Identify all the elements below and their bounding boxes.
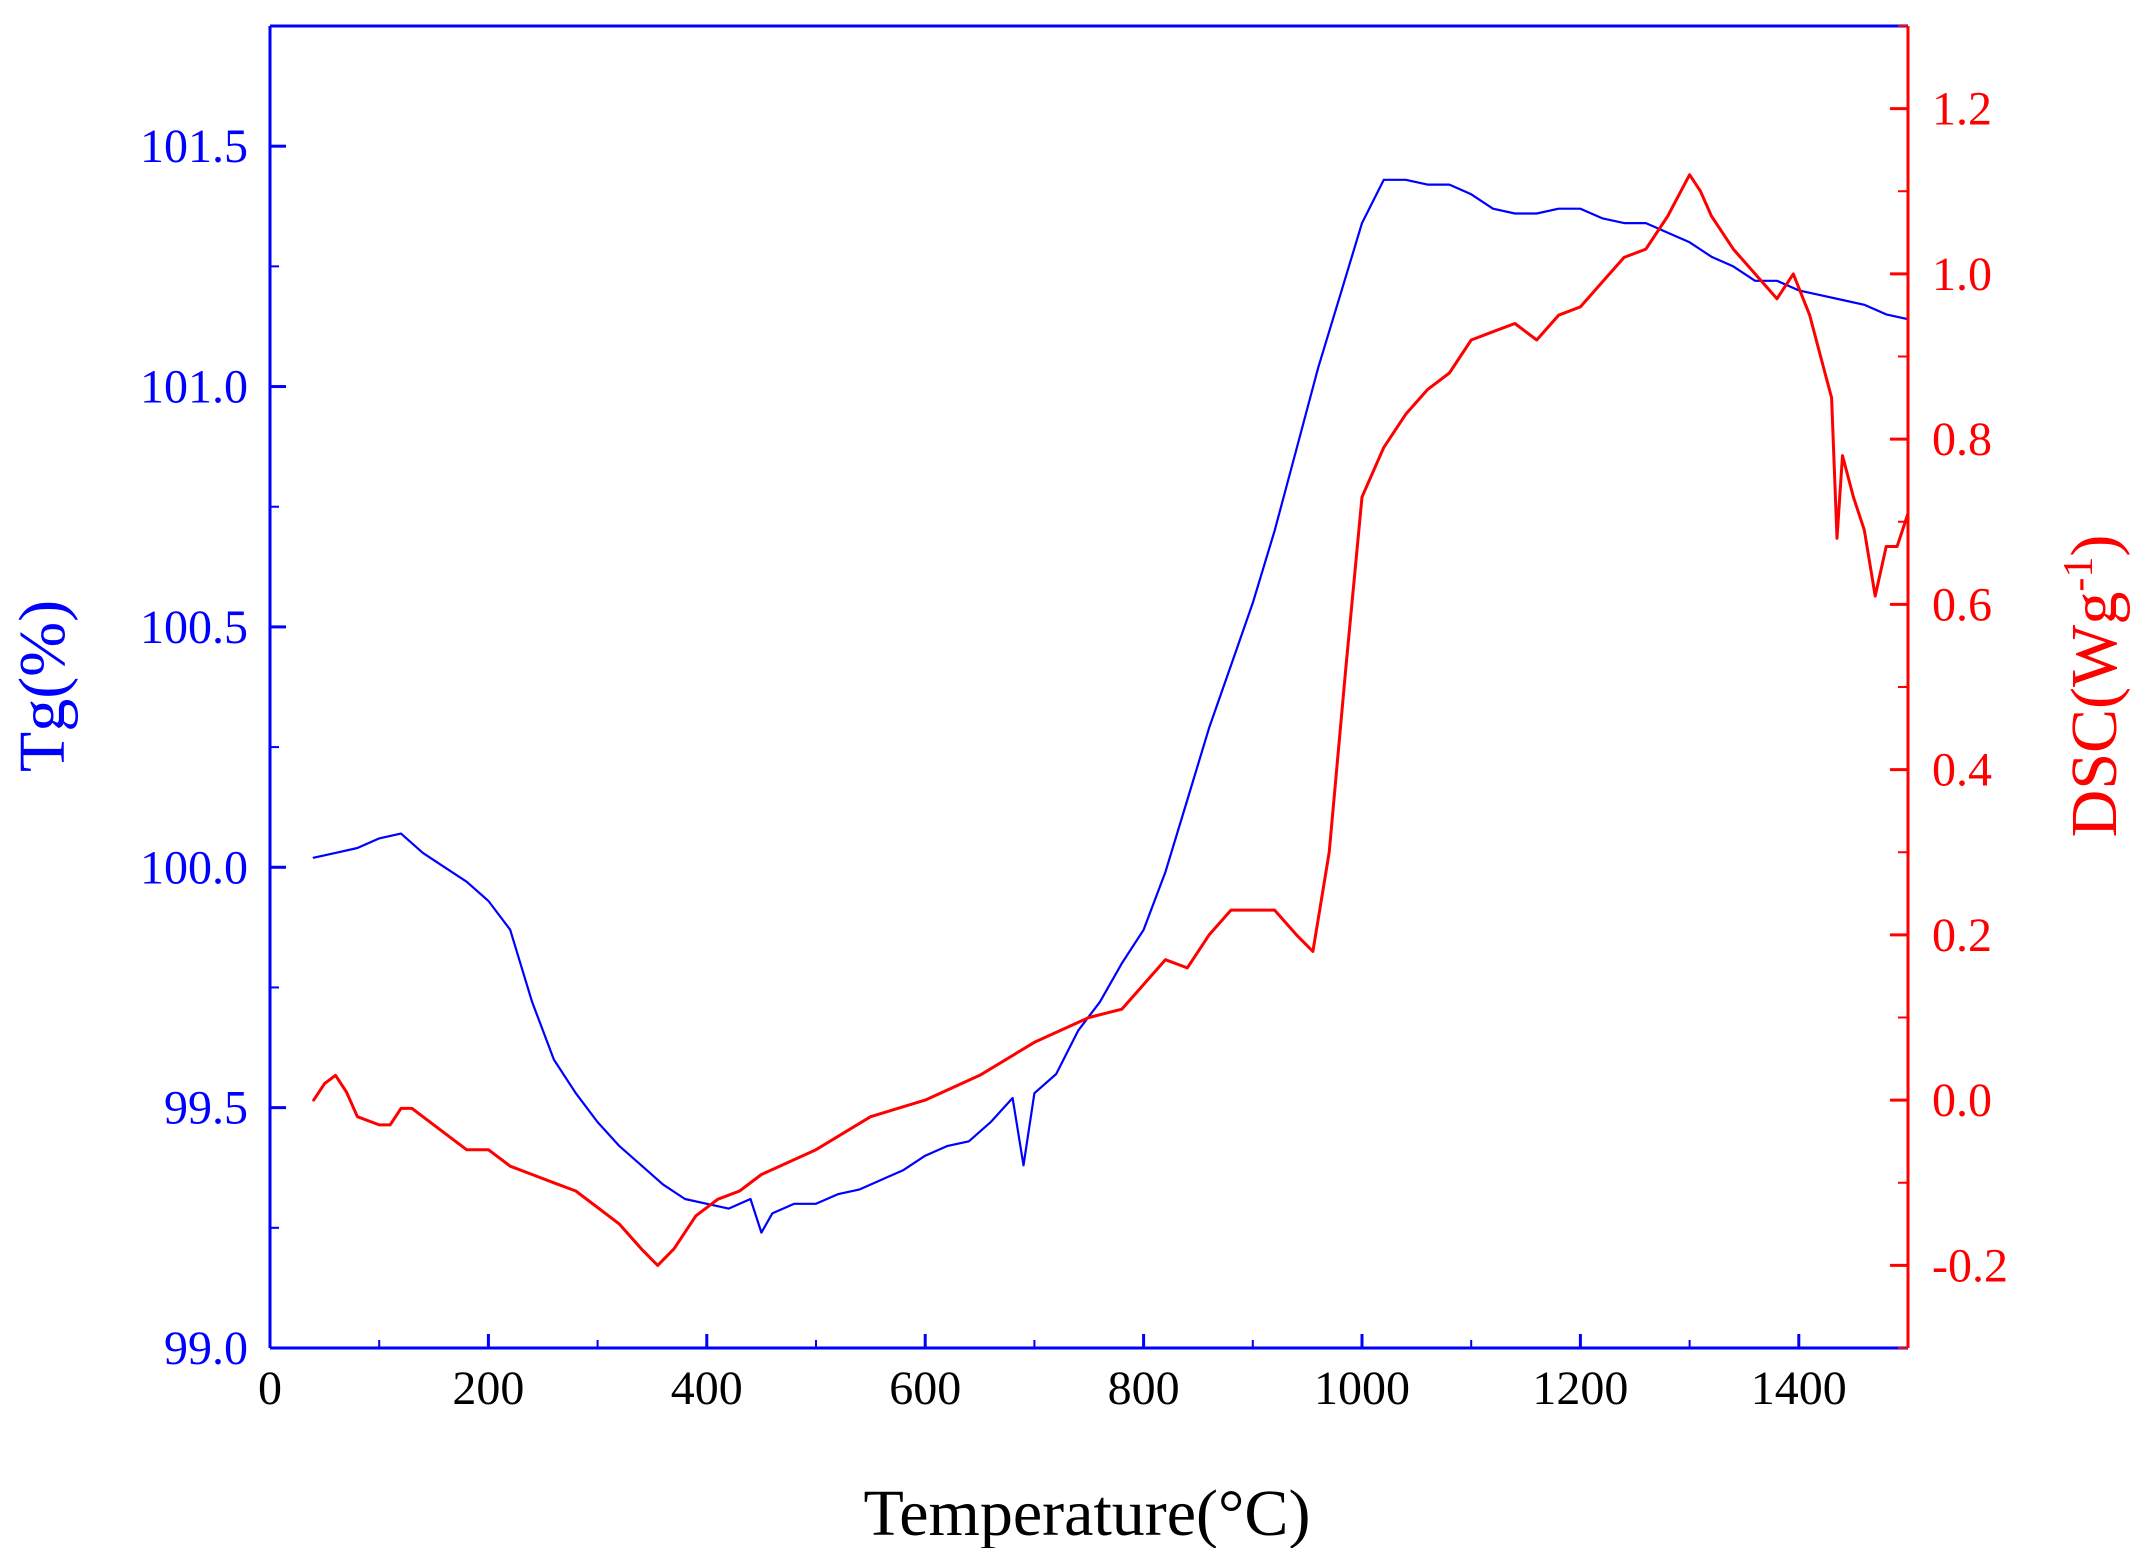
left-axis-title-group: Tg(%) xyxy=(6,600,79,772)
x-tick-label: 1000 xyxy=(1314,1362,1410,1415)
x-tick-label: 200 xyxy=(452,1362,524,1415)
right-axis-title-group: DSC(Wg-1) xyxy=(2056,535,2131,838)
right-y-tick-label: 1.0 xyxy=(1932,248,1992,301)
right-y-tick-label: 0.0 xyxy=(1932,1074,1992,1127)
right-axis-title-main: DSC(Wg xyxy=(2058,592,2131,838)
left-y-tick-label: 101.5 xyxy=(140,120,248,173)
left-y-tick-label: 99.5 xyxy=(164,1082,248,1135)
right-y-tick-label: 0.2 xyxy=(1932,909,1992,962)
x-tick-label: 1400 xyxy=(1751,1362,1847,1415)
right-y-tick-label: 0.4 xyxy=(1932,744,1992,797)
x-axis-title: Temperature(°C) xyxy=(864,1477,1311,1548)
right-axis-title-close: ) xyxy=(2058,535,2131,557)
left-y-tick-label: 100.5 xyxy=(140,601,248,654)
series-layer xyxy=(312,173,1910,1267)
right-axis-title-superscript: -1 xyxy=(2056,557,2102,592)
right-y-tick-label: -0.2 xyxy=(1932,1239,2008,1292)
axes-layer: 0 200 400 600 800 1000 1200 1400 99.0 99.5 100.0 10… xyxy=(140,24,2008,1415)
right-y-tick-label: 0.8 xyxy=(1932,413,1992,466)
left-y-tick-label: 100.0 xyxy=(140,841,248,894)
right-y-tick-label: 0.6 xyxy=(1932,578,1992,631)
left-axis-title: Tg(%) xyxy=(6,600,79,772)
x-tick-label: 400 xyxy=(671,1362,743,1415)
x-tick-label: 600 xyxy=(889,1362,961,1415)
right-axis-title: DSC(Wg-1) xyxy=(2056,535,2131,838)
left-y-tick-label: 101.0 xyxy=(140,361,248,414)
x-tick-label: 1200 xyxy=(1532,1362,1628,1415)
x-tick-label: 0 xyxy=(258,1362,282,1415)
left-y-tick-label: 99.0 xyxy=(164,1322,248,1375)
right-y-tick-label: 1.2 xyxy=(1932,83,1992,136)
dsc-series-line xyxy=(312,173,1910,1267)
x-tick-label: 800 xyxy=(1108,1362,1180,1415)
